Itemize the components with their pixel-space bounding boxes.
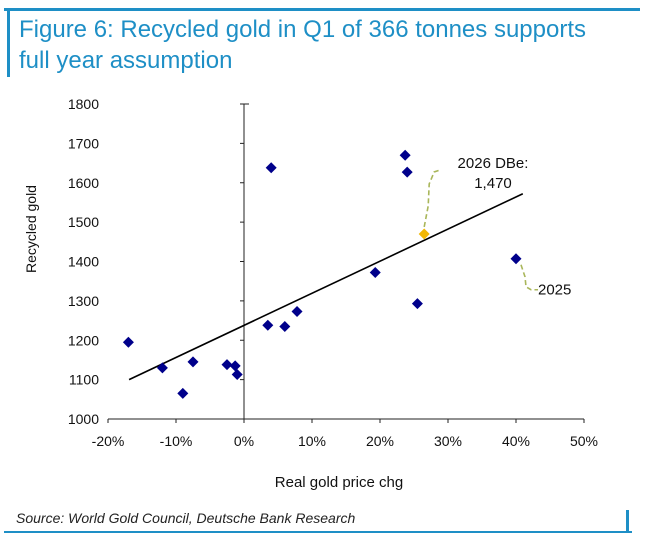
data-point <box>279 320 291 332</box>
data-point <box>156 362 168 374</box>
x-tick-label: 50% <box>570 433 598 449</box>
y-tick-label: 1400 <box>68 254 99 270</box>
forecast-label-value: 1,470 <box>474 175 512 192</box>
data-point <box>411 298 423 310</box>
data-point <box>399 149 411 161</box>
y-tick-label: 1100 <box>69 372 99 388</box>
year-2025-label: 2025 <box>538 282 571 299</box>
annotation-layer: 2026 DBe: 1,470 2025 <box>418 155 571 299</box>
y-axis-label: Recycled gold <box>23 185 39 273</box>
data-point <box>510 253 522 265</box>
x-tick-label: -10% <box>160 433 193 449</box>
forecast-point <box>418 228 430 240</box>
x-axis-label: Real gold price chg <box>275 474 403 491</box>
x-tick-label: -20% <box>92 433 125 449</box>
x-tick-label: 20% <box>366 433 394 449</box>
footer-rule <box>4 531 632 533</box>
forecast-label-line1: 2026 DBe: <box>458 155 529 172</box>
y-tick-label: 1000 <box>68 411 99 427</box>
trendline-layer <box>128 193 524 381</box>
figure-title: Figure 6: Recycled gold in Q1 of 366 ton… <box>19 16 586 74</box>
data-point <box>122 336 134 348</box>
footer-side-rule <box>626 510 629 533</box>
chart-axes: 1000 1100 1200 1300 1400 1500 1600 1700 1800 -20%… <box>68 96 598 449</box>
y-tick-label: 1800 <box>68 96 99 112</box>
year-leader-line <box>520 264 538 291</box>
y-tick-label: 1500 <box>68 214 99 230</box>
x-tick-label: 0% <box>234 433 254 449</box>
y-tick-label: 1700 <box>68 135 99 151</box>
y-tick-label: 1600 <box>68 175 99 191</box>
data-point <box>262 319 274 331</box>
forecast-leader-line <box>423 169 441 228</box>
trendline <box>128 193 524 381</box>
x-tick-label: 10% <box>298 433 326 449</box>
data-point <box>265 162 277 174</box>
source-note: Source: World Gold Council, Deutsche Ban… <box>16 510 356 526</box>
title-side-rule <box>7 11 10 77</box>
data-point <box>187 356 199 368</box>
data-point <box>369 267 381 279</box>
x-tick-label: 30% <box>434 433 462 449</box>
data-point <box>229 360 241 372</box>
data-point <box>221 359 233 371</box>
y-tick-label: 1200 <box>68 332 99 348</box>
data-point <box>291 306 303 318</box>
x-tick-label: 40% <box>502 433 530 449</box>
data-point <box>231 369 243 381</box>
data-point <box>177 387 189 399</box>
title-accent-rule <box>4 8 640 11</box>
y-tick-label: 1300 <box>68 293 99 309</box>
points-layer <box>122 149 522 399</box>
data-point <box>401 166 413 178</box>
